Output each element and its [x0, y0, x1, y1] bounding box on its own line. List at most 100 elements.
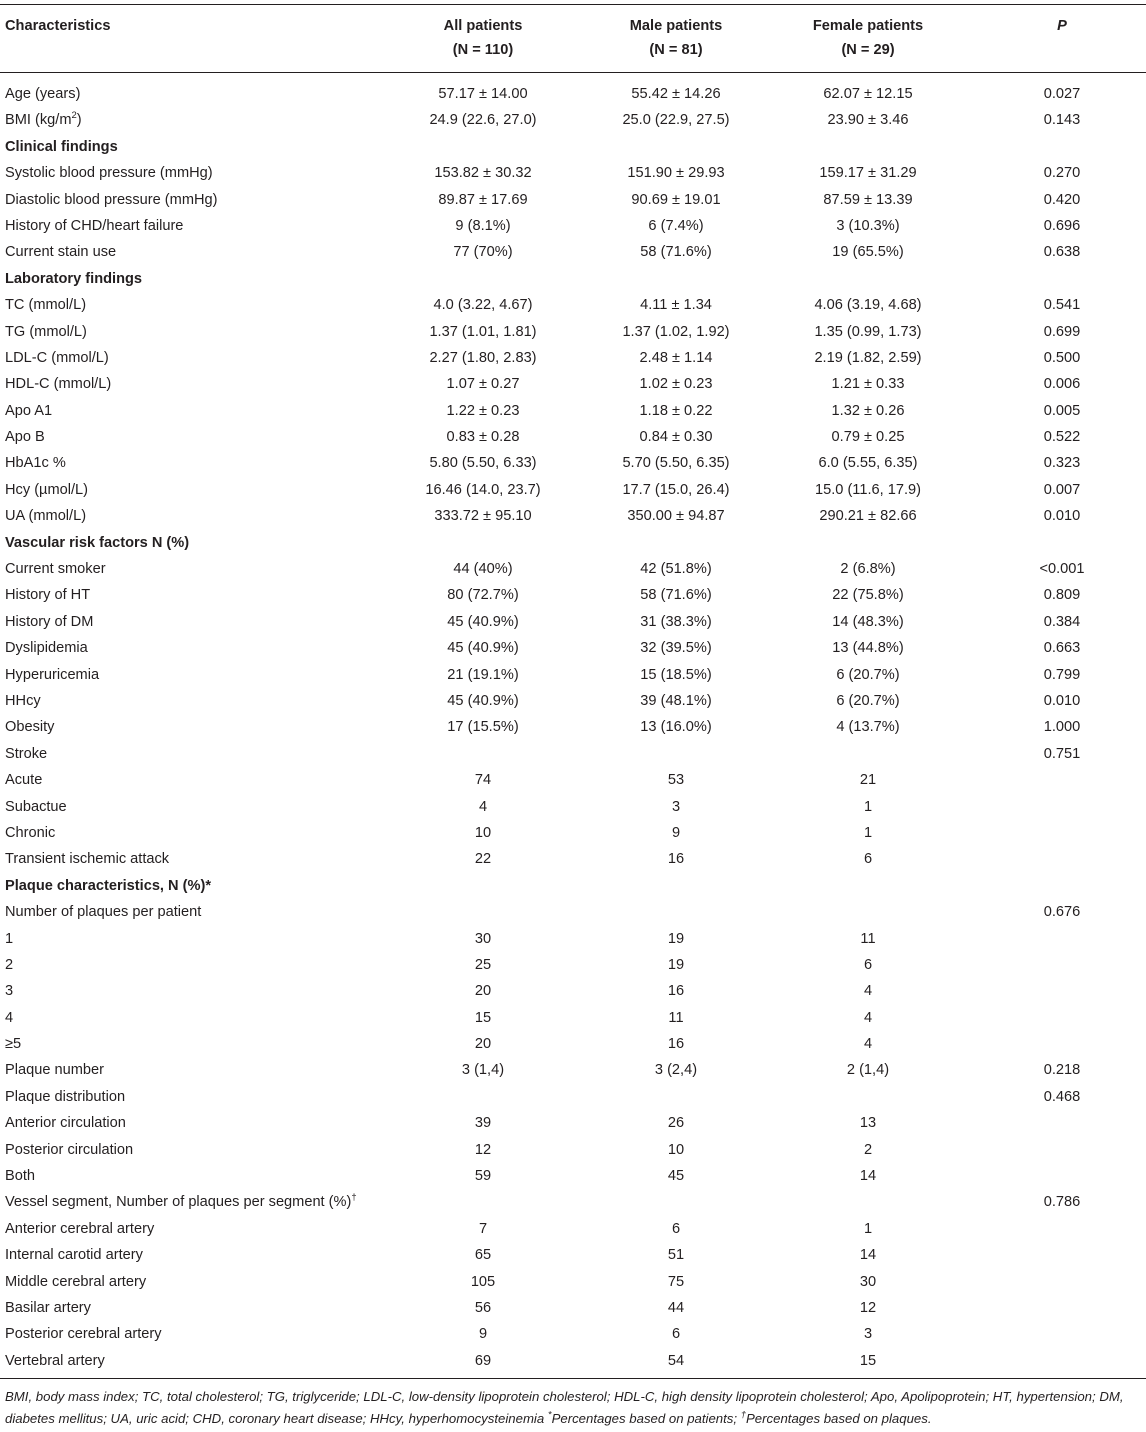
cell-male-patients: 55.42 ± 14.26 — [631, 86, 721, 102]
table-row: Number of plaques per patient 0.676 — [0, 899, 1146, 925]
row-label: 4 — [5, 1009, 14, 1026]
row-label: Transient ischemic attack — [5, 851, 170, 868]
cell-female-patients: 4 — [863, 983, 873, 1000]
table-row: Obesity 17 (15.5%) 13 (16.0%) 4 (13.7%) 1.00… — [0, 714, 1146, 740]
cell-male-patients: 16 — [667, 983, 685, 1000]
cell-p-value: 0.541 — [1043, 297, 1081, 314]
cell-male-patients: 6 — [671, 1326, 681, 1343]
table-row: UA (mmol/L) 333.72 ± 95.10 350.00 ± 94.87 2… — [0, 503, 1146, 529]
row-label: Subactue — [5, 798, 67, 815]
cell-female-patients: 62.07 ± 12.15 — [823, 86, 913, 102]
cell-all-patients: 77 (70%) — [453, 244, 513, 261]
table-row: Subactue 4 3 1 — [0, 794, 1146, 820]
row-label: Dyslipidemia — [5, 640, 88, 657]
row-label: Basilar artery — [5, 1299, 91, 1316]
row-label: Middle cerebral artery — [5, 1273, 147, 1290]
cell-all-patients: 45 (40.9%) — [447, 640, 519, 657]
row-label: 2 — [5, 956, 14, 973]
cell-male-patients: 45 — [667, 1168, 685, 1185]
cell-female-patients: 13 (44.8%) — [832, 640, 904, 657]
cell-all-patients: 45 (40.9%) — [447, 613, 519, 630]
table-row: Current smoker 44 (40%) 42 (51.8%) 2 (6.8%)… — [0, 556, 1146, 582]
cell-p-value: 0.699 — [1043, 323, 1081, 340]
row-label: Hcy (µmol/L) — [5, 481, 89, 498]
row-label: Current stain use — [5, 244, 117, 261]
header-all-patients: All patients (N = 110) — [444, 14, 523, 62]
cell-male-patients: 3 — [671, 798, 681, 815]
row-label: Acute — [5, 772, 43, 789]
table-row: Diastolic blood pressure (mmHg) 89.87 ± 1… — [0, 187, 1146, 213]
cell-all-patients: 4.0 (3.22, 4.67) — [433, 297, 533, 314]
section-title: Plaque characteristics, N (%)* — [5, 877, 212, 894]
cell-male-patients: 1.37 (1.02, 1.92) — [622, 323, 730, 340]
table-row: HbA1c % 5.80 (5.50, 6.33) 5.70 (5.50, 6.35… — [0, 450, 1146, 476]
footnote-dagger-mark: † — [740, 1409, 747, 1421]
cell-all-patients: 3 (1,4) — [461, 1062, 505, 1079]
cell-p-value: 0.143 — [1043, 112, 1081, 129]
cell-female-patients: 4 — [863, 1036, 873, 1053]
row-label: LDL-C (mmol/L) — [5, 349, 109, 366]
table-row: Plaque number 3 (1,4) 3 (2,4) 2 (1,4) 0.218 — [0, 1057, 1146, 1083]
cell-p-value: 0.500 — [1043, 349, 1081, 366]
cell-female-patients: 3 — [863, 1326, 873, 1343]
cell-male-patients: 17.7 (15.0, 26.4) — [622, 481, 730, 498]
cell-all-patients: 7 — [478, 1220, 488, 1237]
cell-all-patients: 12 — [474, 1141, 492, 1158]
table-row: Plaque distribution 0.468 — [0, 1084, 1146, 1110]
cell-all-patients: 69 — [474, 1352, 492, 1369]
cell-female-patients: 1 — [863, 1220, 873, 1237]
table-row: Middle cerebral artery 105 75 30 — [0, 1269, 1146, 1295]
cell-female-patients: 23.90 ± 3.46 — [827, 112, 909, 129]
cell-p-value: 0.218 — [1043, 1062, 1081, 1079]
cell-p-value: 0.696 — [1043, 217, 1081, 234]
cell-female-patients: 15.0 (11.6, 17.9) — [814, 481, 922, 498]
cell-female-patients: 14 (48.3%) — [832, 613, 904, 630]
section-header-row: Plaque characteristics, N (%)* — [0, 873, 1146, 899]
cell-p-value: 0.007 — [1043, 481, 1081, 498]
cell-p-value: 0.323 — [1043, 455, 1081, 472]
table-row: History of CHD/heart failure 9 (8.1%) 6 (7… — [0, 213, 1146, 239]
table-row: Both 59 45 14 — [0, 1163, 1146, 1189]
cell-p-value: 0.676 — [1043, 904, 1081, 921]
cell-male-patients: 42 (51.8%) — [640, 561, 712, 578]
section-title: Laboratory findings — [5, 270, 143, 287]
row-label: Posterior circulation — [5, 1141, 134, 1158]
cell-male-patients: 32 (39.5%) — [640, 640, 712, 657]
cell-p-value: 1.000 — [1043, 719, 1081, 736]
row-label: Vertebral artery — [5, 1352, 105, 1369]
header-female-n: (N = 29) — [841, 42, 895, 58]
cell-all-patients: 5.80 (5.50, 6.33) — [429, 455, 537, 472]
footnote-abbreviations: BMI, body mass index; TC, total choleste… — [5, 1389, 1124, 1426]
cell-p-value: <0.001 — [1039, 561, 1085, 578]
table-bottom-rule — [0, 1378, 1146, 1379]
table-row: Dyslipidemia 45 (40.9%) 32 (39.5%) 13 (44.8… — [0, 635, 1146, 661]
row-label: Obesity — [5, 719, 55, 736]
cell-all-patients: 39 — [474, 1115, 492, 1132]
cell-all-patients: 1.22 ± 0.23 — [446, 402, 520, 419]
cell-all-patients: 1.37 (1.01, 1.81) — [429, 323, 537, 340]
cell-all-patients: 9 — [478, 1326, 488, 1343]
cell-female-patients: 1.21 ± 0.33 — [831, 376, 905, 393]
row-label: Both — [5, 1168, 36, 1185]
row-label: Anterior circulation — [5, 1115, 126, 1132]
table-row: HHcy 45 (40.9%) 39 (48.1%) 6 (20.7%) 0.010 — [0, 688, 1146, 714]
row-label: TG (mmol/L) — [5, 323, 87, 340]
table-row: TC (mmol/L) 4.0 (3.22, 4.67) 4.11 ± 1.34 4.… — [0, 292, 1146, 318]
cell-male-patients: 5.70 (5.50, 6.35) — [622, 455, 730, 472]
cell-female-patients: 13 — [859, 1115, 877, 1132]
cell-male-patients: 25.0 (22.9, 27.5) — [622, 112, 730, 129]
cell-male-patients: 90.69 ± 19.01 — [631, 191, 721, 208]
cell-female-patients: 87.59 ± 13.39 — [823, 191, 913, 208]
cell-male-patients: 13 (16.0%) — [640, 719, 712, 736]
cell-all-patients: 24.9 (22.6, 27.0) — [429, 112, 537, 129]
header-female-patients: Female patients (N = 29) — [813, 14, 923, 62]
cell-p-value: 0.420 — [1043, 191, 1081, 208]
cell-all-patients: 15 — [474, 1009, 492, 1026]
table-header-rule — [0, 72, 1146, 73]
table-top-rule — [0, 4, 1146, 5]
cell-all-patients: 9 (8.1%) — [455, 217, 511, 234]
cell-all-patients: 2.27 (1.80, 2.83) — [429, 349, 537, 366]
cell-female-patients: 22 (75.8%) — [832, 587, 904, 604]
cell-p-value: 0.006 — [1043, 376, 1081, 393]
cell-female-patients: 6 (20.7%) — [836, 692, 900, 709]
